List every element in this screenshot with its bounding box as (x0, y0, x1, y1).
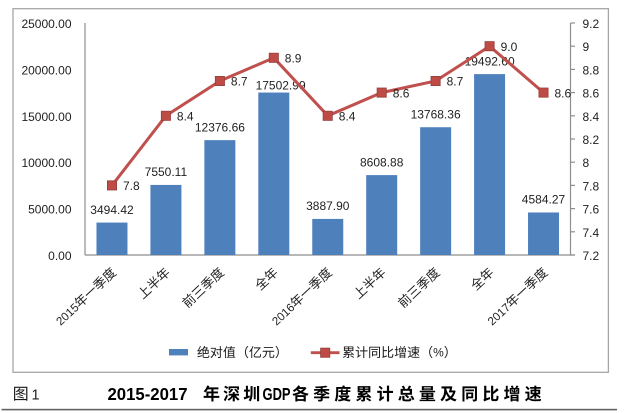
svg-text:9: 9 (583, 40, 590, 54)
svg-text:2015-2017: 2015-2017 (108, 383, 188, 404)
svg-text:17502.99: 17502.99 (256, 79, 306, 93)
svg-text:GDP: GDP (263, 385, 291, 405)
svg-text:5000.00: 5000.00 (28, 203, 72, 217)
svg-text:8.7: 8.7 (447, 75, 464, 89)
svg-text:7.8: 7.8 (583, 179, 600, 193)
svg-text:3494.42: 3494.42 (90, 203, 134, 217)
svg-text:8.6: 8.6 (393, 86, 410, 100)
svg-text:3887.90: 3887.90 (306, 199, 350, 213)
svg-text:9.2: 9.2 (583, 17, 600, 31)
svg-text:8.8: 8.8 (583, 63, 600, 77)
svg-text:13768.36: 13768.36 (411, 107, 461, 121)
svg-text:8.9: 8.9 (285, 52, 302, 66)
svg-text:8: 8 (583, 156, 590, 170)
svg-text:%: % (433, 346, 444, 360)
svg-text:7.2: 7.2 (583, 249, 600, 263)
svg-text:10000.00: 10000.00 (21, 156, 71, 170)
svg-text:8608.88: 8608.88 (360, 155, 404, 169)
svg-text:9.0: 9.0 (501, 40, 518, 54)
svg-text:8.4: 8.4 (339, 110, 356, 124)
svg-text:4584.27: 4584.27 (522, 193, 566, 207)
svg-text:8.7: 8.7 (231, 75, 248, 89)
svg-text:12376.66: 12376.66 (195, 120, 245, 134)
svg-text:8.4: 8.4 (177, 110, 194, 124)
svg-text:8.2: 8.2 (583, 133, 600, 147)
svg-text:7.4: 7.4 (583, 226, 600, 240)
svg-text:0.00: 0.00 (48, 249, 72, 263)
svg-text:15000.00: 15000.00 (21, 110, 71, 124)
svg-text:7.8: 7.8 (123, 179, 140, 193)
svg-text:7550.11: 7550.11 (145, 165, 188, 179)
svg-text:20000.00: 20000.00 (21, 63, 71, 77)
svg-text:25000.00: 25000.00 (21, 17, 71, 31)
svg-text:7.6: 7.6 (583, 203, 600, 217)
svg-text:8.6: 8.6 (583, 87, 600, 101)
svg-text:1: 1 (32, 388, 40, 404)
svg-text:8.4: 8.4 (583, 110, 600, 124)
svg-text:8.6: 8.6 (555, 86, 572, 100)
